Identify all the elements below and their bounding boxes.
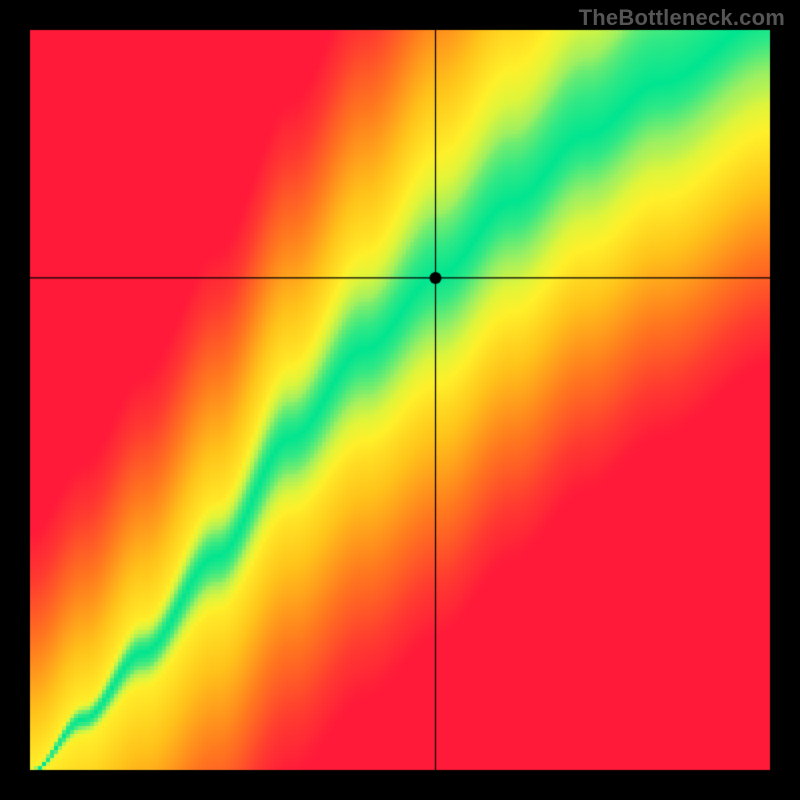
bottleneck-heatmap [0, 0, 800, 800]
chart-container: TheBottleneck.com [0, 0, 800, 800]
watermark-text: TheBottleneck.com [579, 5, 785, 31]
